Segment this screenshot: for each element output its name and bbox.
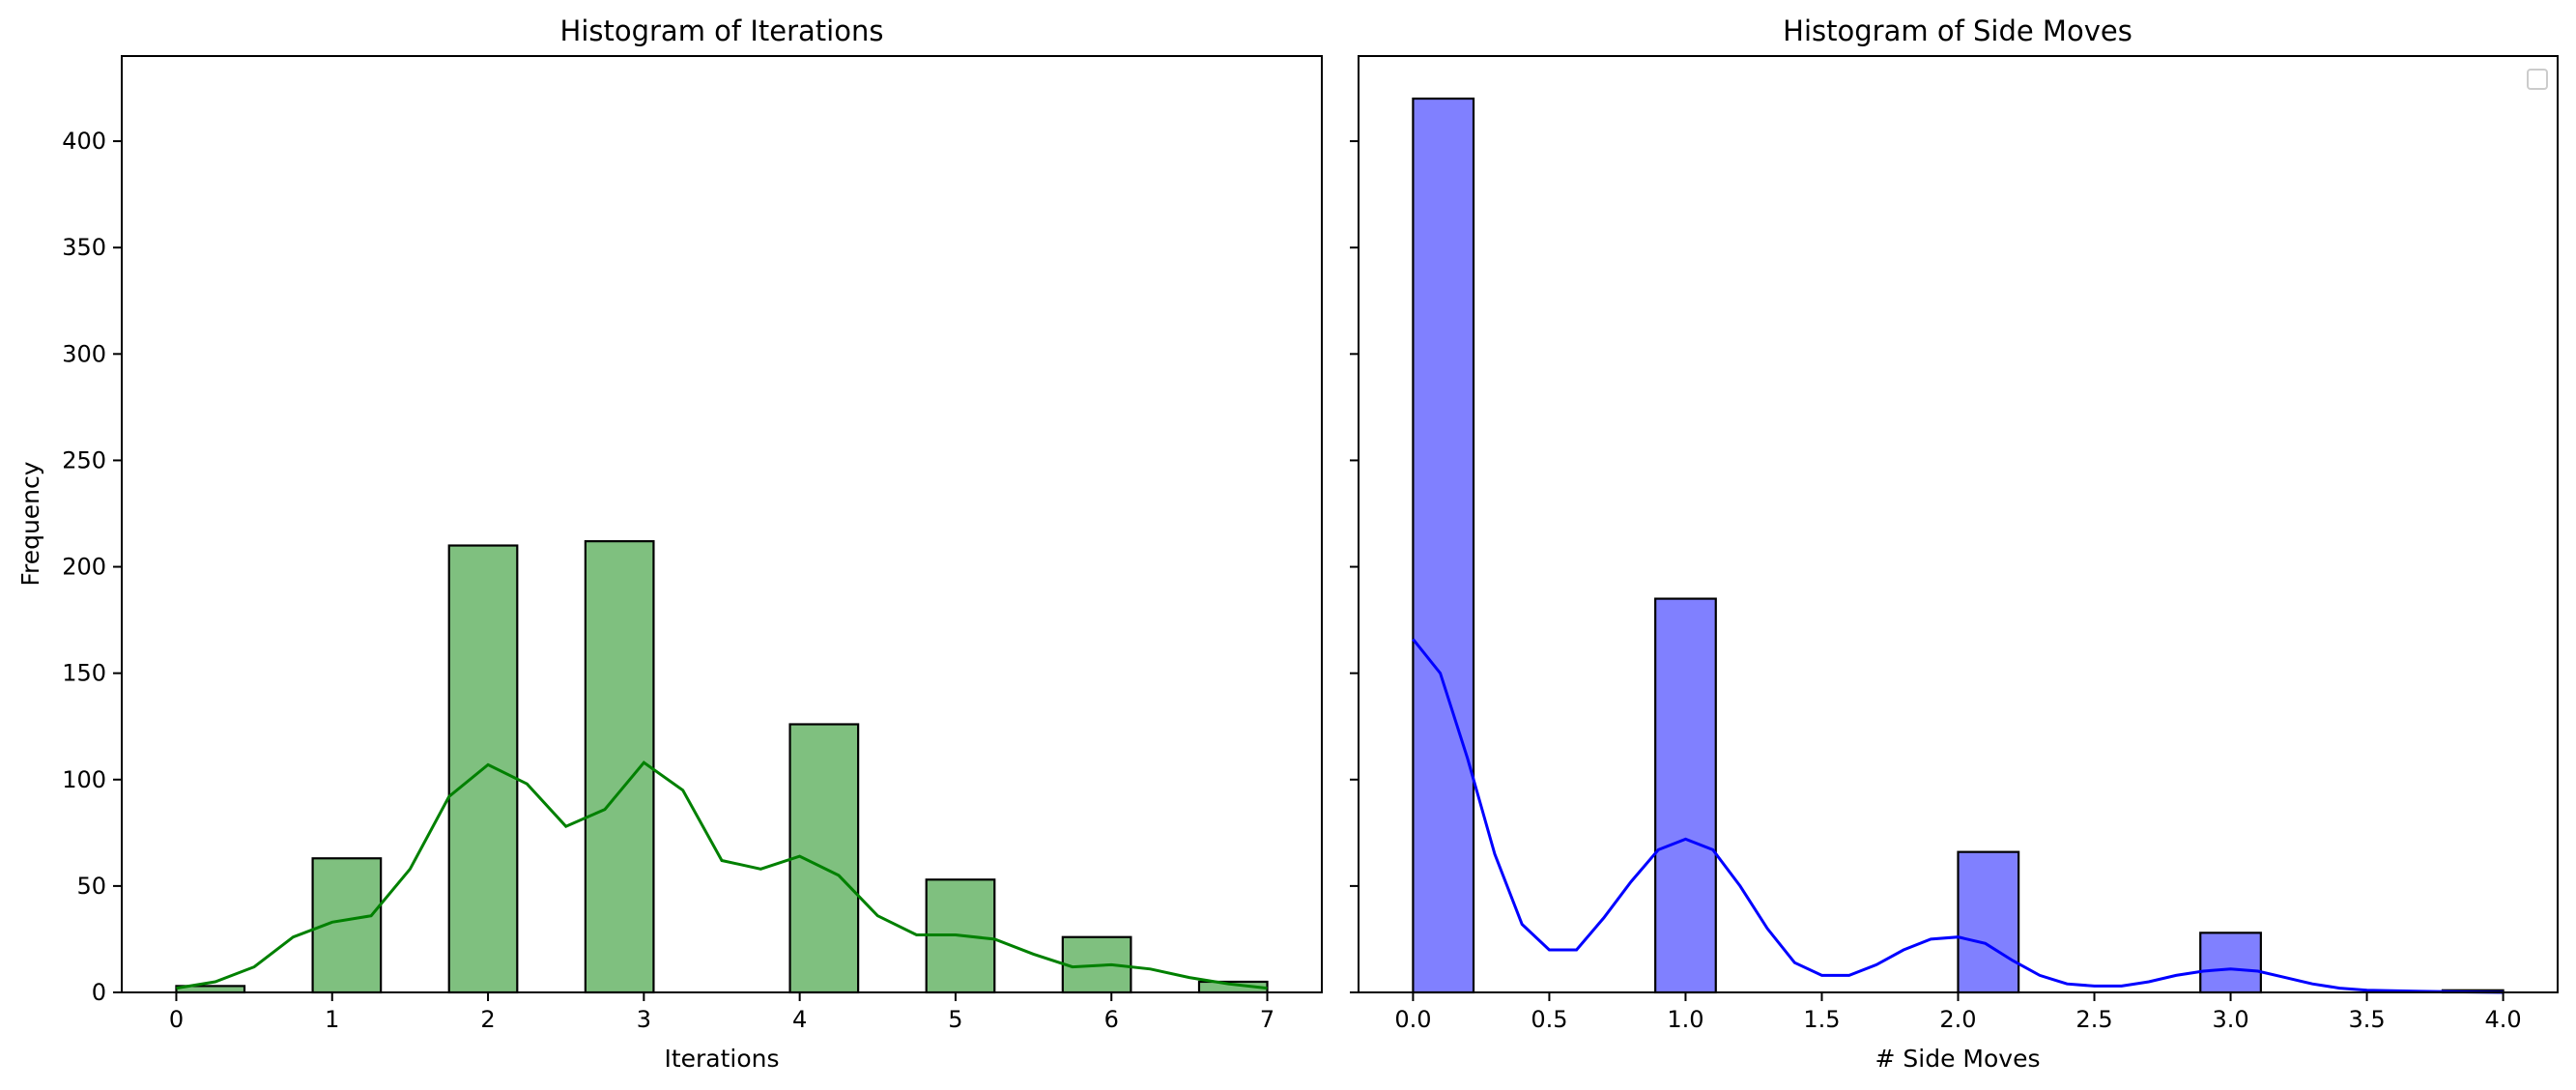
empty-legend-box (2527, 69, 2548, 90)
side-moves-bar-1 (1654, 597, 1717, 994)
iterations-bar-4 (788, 723, 860, 994)
iterations-y-tick-label-3: 150 (62, 660, 106, 687)
iterations-y-ticks: 0 50 100 150 200 250 300 350 400 (62, 128, 122, 1006)
side-moves-chart-title: Histogram of Side Moves (1783, 14, 2132, 47)
iterations-x-ticks: 0 1 2 3 4 5 6 7 (169, 992, 1274, 1033)
iterations-chart-title: Histogram of Iterations (560, 14, 884, 47)
iterations-x-tick-label-1: 1 (325, 1006, 339, 1033)
side-moves-x-tick-label-7: 3.5 (2348, 1006, 2385, 1033)
iterations-bar-3 (584, 540, 655, 994)
iterations-y-tick-label-8: 400 (62, 128, 106, 155)
iterations-y-tick-label-0: 0 (92, 979, 106, 1006)
iterations-y-tick-label-2: 100 (62, 766, 106, 793)
iterations-x-tick-label-0: 0 (169, 1006, 184, 1033)
iterations-y-tick-label-4: 200 (62, 554, 106, 581)
side-moves-x-axis-label: # Side Moves (1875, 1045, 2041, 1073)
iterations-x-tick-label-5: 5 (948, 1006, 962, 1033)
iterations-y-tick-label-7: 350 (62, 234, 106, 261)
iterations-plot-frame (121, 55, 1323, 993)
iterations-x-tick-label-6: 6 (1104, 1006, 1119, 1033)
side-moves-bar-3 (2199, 932, 2262, 994)
iterations-y-tick-label-5: 250 (62, 446, 106, 473)
side-moves-bar-2 (1957, 850, 2020, 994)
iterations-x-tick-label-7: 7 (1260, 1006, 1274, 1033)
side-moves-x-tick-label-5: 2.5 (2075, 1006, 2112, 1033)
iterations-y-tick-label-6: 300 (62, 340, 106, 367)
side-moves-x-tick-label-1: 0.5 (1531, 1006, 1567, 1033)
iterations-histogram-panel: Histogram of Iterations 0 1 2 3 4 5 6 7 0 50 100 1… (16, 14, 1323, 1073)
iterations-x-tick-label-2: 2 (480, 1006, 495, 1033)
side-moves-x-ticks: 0.0 0.5 1.0 1.5 2.0 2.5 3.0 3.5 4.0 (1394, 992, 2522, 1033)
frequency-y-axis-label: Frequency (16, 461, 44, 586)
side-moves-x-tick-label-0: 0.0 (1394, 1006, 1431, 1033)
iterations-y-tick-label-1: 50 (76, 873, 106, 900)
side-moves-x-tick-label-6: 3.0 (2212, 1006, 2248, 1033)
iterations-x-axis-label: Iterations (664, 1045, 779, 1073)
iterations-x-tick-label-4: 4 (792, 1006, 807, 1033)
iterations-kde-line (176, 760, 1268, 990)
side-moves-x-tick-label-2: 1.0 (1667, 1006, 1703, 1033)
side-moves-kde-line (1412, 638, 2504, 994)
iterations-x-tick-label-3: 3 (637, 1006, 651, 1033)
side-moves-y-ticks (1350, 140, 1359, 993)
iterations-bar-2 (447, 544, 519, 994)
side-moves-bar-0 (1412, 97, 1475, 994)
side-moves-histogram-panel: Histogram of Side Moves 0.0 0.5 1.0 1.5 2.0 2… (1350, 14, 2559, 1073)
side-moves-x-tick-label-4: 2.0 (1939, 1006, 1976, 1033)
side-moves-x-tick-label-3: 1.5 (1803, 1006, 1840, 1033)
side-moves-bars (1412, 97, 2504, 994)
side-moves-x-tick-label-8: 4.0 (2485, 1006, 2522, 1033)
